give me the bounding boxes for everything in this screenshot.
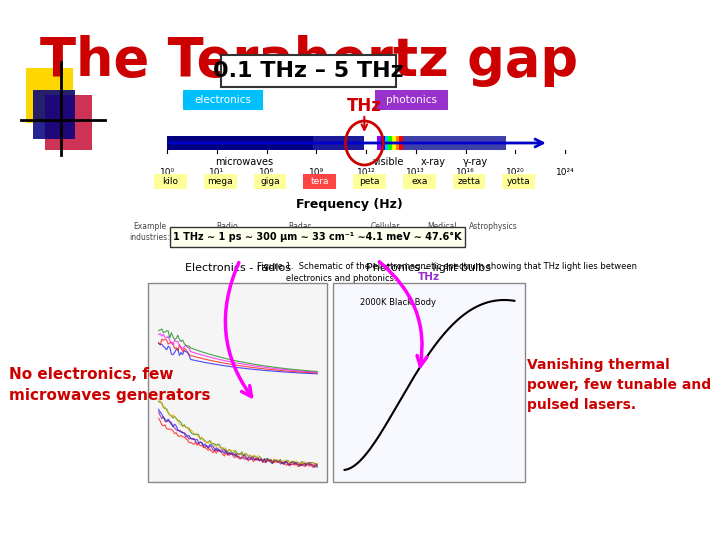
Text: 10²⁴: 10²⁴ <box>556 168 575 177</box>
Text: 10¹³: 10¹³ <box>406 168 426 177</box>
Text: Cellular
communications: Cellular communications <box>354 222 418 242</box>
Text: Astrophysics: Astrophysics <box>469 222 517 231</box>
Text: kilo: kilo <box>163 177 179 186</box>
Text: THz: THz <box>418 272 440 282</box>
Text: visible: visible <box>373 157 404 167</box>
FancyBboxPatch shape <box>392 136 396 150</box>
FancyBboxPatch shape <box>354 174 386 189</box>
Text: Medical
imaging: Medical imaging <box>426 222 457 242</box>
FancyBboxPatch shape <box>26 68 73 123</box>
FancyBboxPatch shape <box>376 90 448 110</box>
FancyBboxPatch shape <box>253 174 287 189</box>
FancyBboxPatch shape <box>403 174 436 189</box>
Text: exa: exa <box>411 177 428 186</box>
Text: mega: mega <box>207 177 233 186</box>
Text: γ-ray: γ-ray <box>463 157 488 167</box>
FancyBboxPatch shape <box>333 283 525 482</box>
Text: zetta: zetta <box>457 177 480 186</box>
Text: The Terahertz gap: The Terahertz gap <box>40 35 577 87</box>
FancyBboxPatch shape <box>313 136 364 150</box>
Text: 10¹: 10¹ <box>210 168 225 177</box>
Text: tera: tera <box>310 177 329 186</box>
Text: Electronics - radios: Electronics - radios <box>185 263 291 273</box>
FancyBboxPatch shape <box>170 227 464 247</box>
Text: Radar: Radar <box>289 222 312 231</box>
Text: electronics: electronics <box>194 95 251 105</box>
Text: 0.1 THz – 5 THz: 0.1 THz – 5 THz <box>213 61 404 81</box>
Text: Frequency (Hz): Frequency (Hz) <box>296 198 402 211</box>
FancyBboxPatch shape <box>45 95 91 150</box>
FancyBboxPatch shape <box>395 136 400 150</box>
Text: 10⁰: 10⁰ <box>160 168 175 177</box>
Text: Vanishing thermal
power, few tunable and
pulsed lasers.: Vanishing thermal power, few tunable and… <box>527 359 711 411</box>
Text: 2000K Black Body: 2000K Black Body <box>360 298 436 307</box>
FancyBboxPatch shape <box>304 174 336 189</box>
FancyBboxPatch shape <box>377 136 382 150</box>
Text: peta: peta <box>359 177 379 186</box>
Text: yotta: yotta <box>507 177 531 186</box>
Text: Figure 1.  Schematic of the electromagnetic spectrum showing that THz light lies: Figure 1. Schematic of the electromagnet… <box>257 262 637 283</box>
Text: photonics: photonics <box>386 95 437 105</box>
Text: 10²⁰: 10²⁰ <box>506 168 525 177</box>
FancyBboxPatch shape <box>381 136 385 150</box>
FancyBboxPatch shape <box>204 174 237 189</box>
FancyBboxPatch shape <box>167 136 313 150</box>
FancyBboxPatch shape <box>154 174 187 189</box>
FancyBboxPatch shape <box>148 283 328 482</box>
Text: 10⁶: 10⁶ <box>259 168 274 177</box>
Text: 10⁹: 10⁹ <box>309 168 324 177</box>
FancyBboxPatch shape <box>400 136 403 150</box>
FancyBboxPatch shape <box>403 136 506 150</box>
FancyBboxPatch shape <box>33 90 75 139</box>
FancyBboxPatch shape <box>453 174 485 189</box>
Text: giga: giga <box>260 177 280 186</box>
FancyBboxPatch shape <box>384 136 389 150</box>
Text: microwaves: microwaves <box>215 157 274 167</box>
Text: No electronics, few
microwaves generators: No electronics, few microwaves generator… <box>9 367 210 403</box>
FancyBboxPatch shape <box>503 174 535 189</box>
FancyBboxPatch shape <box>183 90 264 110</box>
FancyBboxPatch shape <box>221 55 396 87</box>
Text: Example
industries:: Example industries: <box>130 222 171 242</box>
Text: 10¹⁶: 10¹⁶ <box>456 168 475 177</box>
FancyBboxPatch shape <box>388 136 392 150</box>
Text: Radio
communications: Radio communications <box>196 222 258 242</box>
Text: x-ray: x-ray <box>420 157 446 167</box>
Text: 10¹²: 10¹² <box>356 168 375 177</box>
Text: THz: THz <box>347 97 382 115</box>
Text: Photonics – light bulbs: Photonics – light bulbs <box>366 263 491 273</box>
Text: 1 THz ∼ 1 ps ∼ 300 μm ∼ 33 cm⁻¹ ∼4.1 meV ∼ 47.6°K: 1 THz ∼ 1 ps ∼ 300 μm ∼ 33 cm⁻¹ ∼4.1 meV… <box>173 232 462 242</box>
